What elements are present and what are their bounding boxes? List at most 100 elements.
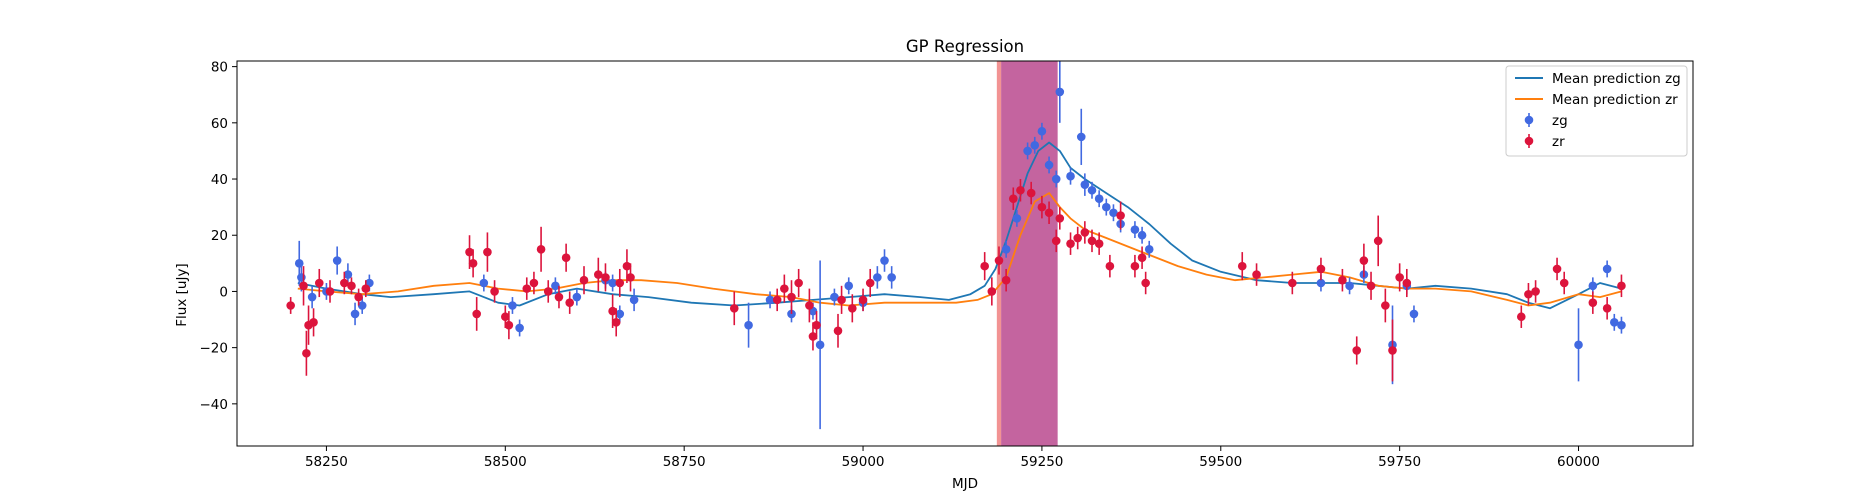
data-point — [508, 301, 517, 310]
data-point — [1288, 278, 1297, 288]
data-point — [1016, 185, 1025, 195]
data-point — [1030, 141, 1040, 150]
data-point — [772, 295, 782, 305]
data-point — [1381, 301, 1390, 310]
data-point — [325, 287, 335, 296]
data-point — [350, 309, 360, 319]
y-tick-label: −20 — [200, 341, 229, 357]
data-point — [848, 303, 857, 313]
data-point — [343, 270, 353, 279]
data-point — [744, 320, 753, 330]
data-point — [873, 273, 882, 282]
data-point — [615, 309, 625, 319]
data-point — [611, 318, 621, 327]
chart-title: GP Regression — [906, 37, 1024, 56]
y-tick-label: 20 — [211, 228, 228, 244]
x-axis-label: MJD — [952, 476, 978, 492]
data-point — [1609, 318, 1619, 327]
data-point — [1516, 312, 1526, 322]
data-point — [332, 256, 342, 265]
data-point — [515, 323, 524, 333]
data-point — [1055, 87, 1065, 97]
data-point — [529, 278, 539, 288]
legend-marker-zg — [1524, 115, 1534, 125]
y-tick-label: 0 — [219, 284, 228, 300]
data-point — [1037, 126, 1047, 136]
data-point — [1524, 289, 1533, 299]
x-tick-label: 59500 — [1199, 454, 1242, 470]
data-point — [302, 348, 311, 358]
data-point — [286, 301, 295, 310]
series-zg — [294, 61, 1626, 430]
data-point — [1076, 132, 1086, 142]
data-point — [729, 303, 739, 313]
data-point — [1055, 214, 1065, 223]
data-point — [472, 309, 481, 319]
series-zr — [286, 179, 1626, 382]
data-point — [1617, 320, 1626, 330]
data-point — [483, 247, 492, 257]
data-point — [465, 247, 474, 257]
data-point — [837, 295, 846, 305]
data-point — [608, 278, 617, 288]
data-point — [887, 273, 896, 282]
data-point — [1087, 185, 1097, 195]
data-point — [1073, 233, 1082, 243]
legend-box — [1505, 65, 1688, 157]
data-point — [1338, 275, 1347, 285]
x-tick-label: 58250 — [305, 454, 348, 470]
axes-frame — [236, 60, 1694, 447]
data-point — [830, 292, 839, 302]
data-point — [1066, 239, 1075, 248]
data-point — [1588, 298, 1598, 307]
data-point — [626, 273, 635, 282]
data-point — [1051, 174, 1061, 184]
data-point — [1001, 244, 1011, 254]
data-point — [1001, 275, 1011, 285]
data-point — [787, 292, 796, 302]
data-point — [858, 295, 868, 305]
plot-area: 58250 58500 58750 59000 59250 59500 59750 60000… — [200, 60, 1694, 470]
data-point — [357, 301, 367, 310]
data-point — [1130, 261, 1140, 271]
data-point — [1037, 202, 1047, 212]
data-point — [608, 306, 617, 316]
data-point — [1602, 264, 1612, 274]
legend-label-mean-prediction-zg: Mean prediction zg — [1552, 71, 1681, 87]
legend: Mean prediction zg Mean prediction zr zg zr — [1505, 65, 1688, 157]
data-point — [1602, 303, 1612, 313]
data-point — [297, 273, 306, 282]
data-point — [815, 340, 825, 350]
data-point — [787, 309, 796, 319]
data-point — [1105, 261, 1115, 271]
data-point — [354, 292, 363, 302]
data-point — [1080, 228, 1090, 237]
data-point — [307, 292, 317, 302]
data-point — [361, 284, 371, 293]
data-point — [536, 244, 546, 254]
data-point — [615, 278, 625, 288]
data-point — [765, 295, 775, 305]
data-point — [1144, 244, 1154, 254]
x-tick-label: 60000 — [1557, 454, 1600, 470]
data-point — [1087, 236, 1097, 246]
data-point — [309, 318, 318, 327]
data-point — [1252, 270, 1261, 279]
data-point — [554, 292, 564, 302]
data-point — [294, 259, 304, 268]
data-point — [299, 281, 308, 291]
legend-marker-zr — [1524, 136, 1534, 146]
data-point — [805, 301, 814, 310]
data-point — [1237, 261, 1247, 271]
x-tick-label: 59750 — [1378, 454, 1421, 470]
legend-label-zr: zr — [1552, 134, 1565, 150]
y-axis-label: Flux [uJy] — [174, 263, 190, 326]
data-point — [1409, 309, 1419, 319]
data-point — [844, 281, 854, 291]
data-point — [1080, 180, 1090, 189]
data-point — [543, 287, 553, 296]
data-point — [1137, 253, 1147, 263]
data-point — [479, 278, 489, 288]
data-point — [987, 287, 997, 296]
